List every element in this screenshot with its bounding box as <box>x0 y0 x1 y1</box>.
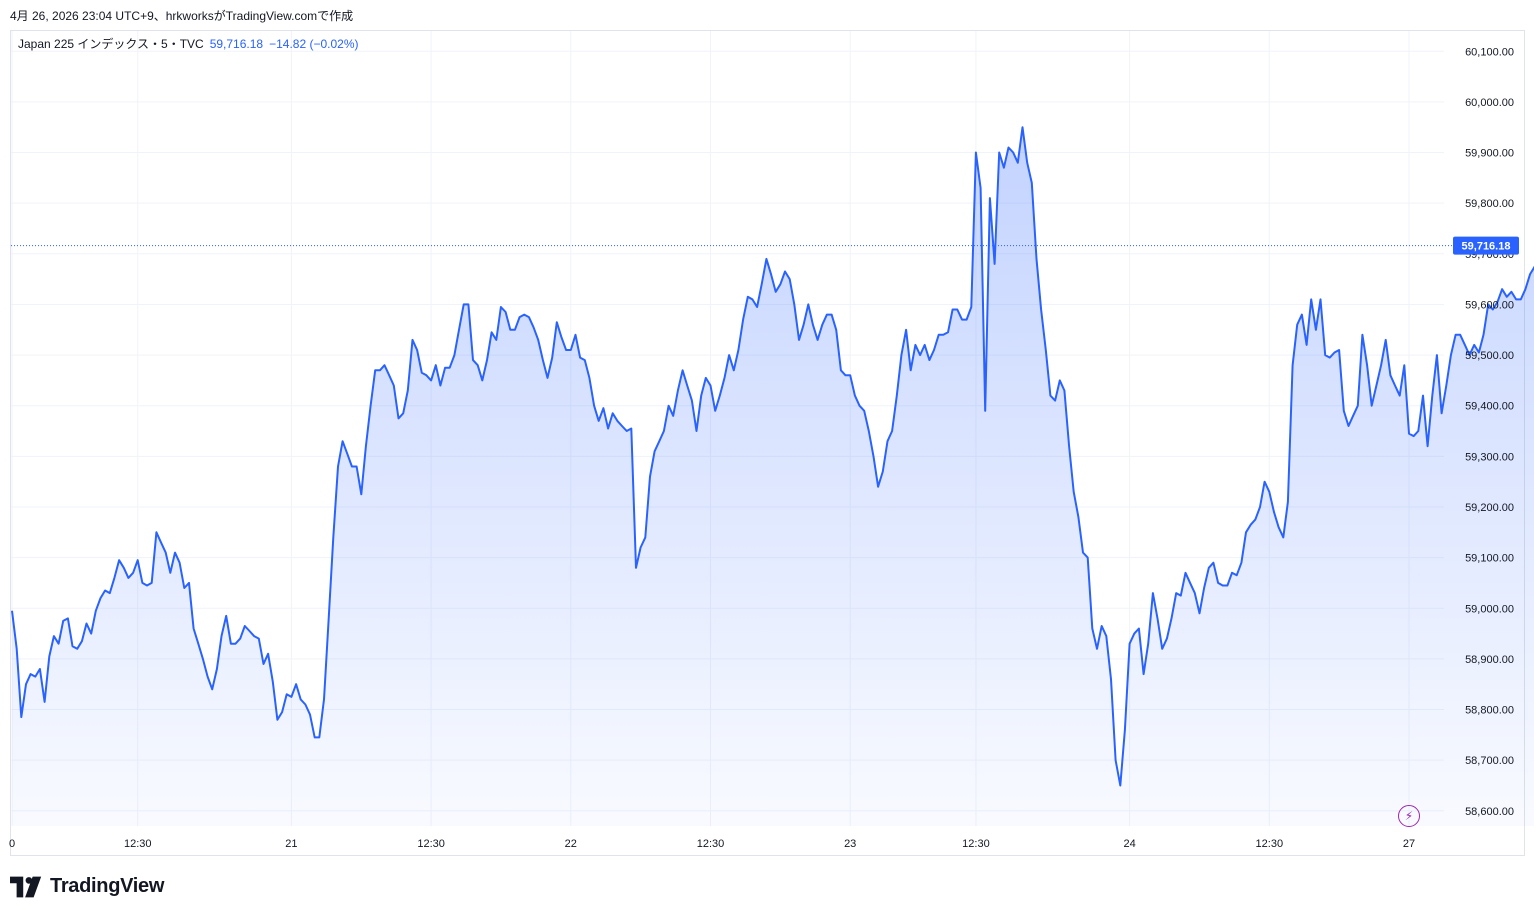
tradingview-brand[interactable]: TradingView <box>10 875 164 898</box>
flash-icon[interactable]: ⚡ <box>1398 805 1420 827</box>
x-tick-label: 22 <box>565 838 577 850</box>
x-tick-label: 0 <box>9 838 15 850</box>
y-tick-label: 59,600.00 <box>1465 299 1514 311</box>
x-tick-label: 12:30 <box>124 838 152 850</box>
price-axis: 60,100.00 60,000.00 59,900.00 59,800.00 59,7… <box>1465 46 1514 818</box>
y-tick-label: 58,800.00 <box>1465 705 1514 717</box>
y-tick-label: 60,100.00 <box>1465 46 1514 58</box>
tradingview-logo-icon <box>10 876 42 897</box>
x-tick-label: 12:30 <box>417 838 445 850</box>
y-tick-label: 59,300.00 <box>1465 451 1514 463</box>
y-tick-label: 58,700.00 <box>1465 755 1514 767</box>
last-price-label: 59,716.18 <box>1453 236 1519 255</box>
x-tick-label: 12:30 <box>697 838 725 850</box>
y-tick-label: 59,400.00 <box>1465 401 1514 413</box>
y-tick-label: 59,200.00 <box>1465 502 1514 514</box>
price-line <box>11 126 1534 787</box>
x-tick-label: 12:30 <box>962 838 990 850</box>
symbol-name[interactable]: Japan 225 インデックス・5・TVC <box>18 37 204 51</box>
y-tick-label: 59,000.00 <box>1465 603 1514 615</box>
time-axis: 0 12:30 21 12:30 22 12:30 23 12:30 24 12:30 27 <box>9 838 1415 850</box>
brand-name: TradingView <box>50 875 165 897</box>
x-tick-label: 23 <box>844 838 856 850</box>
x-tick-label: 21 <box>285 838 297 850</box>
x-tick-label: 12:30 <box>1256 838 1284 850</box>
x-tick-label: 27 <box>1403 838 1415 850</box>
y-tick-label: 58,900.00 <box>1465 654 1514 666</box>
last-price-label-box <box>1453 236 1519 255</box>
y-tick-label: 59,500.00 <box>1465 350 1514 362</box>
price-change: −14.82 (−0.02%) <box>269 37 359 51</box>
y-tick-label: 59,100.00 <box>1465 553 1514 565</box>
y-tick-label: 59,800.00 <box>1465 198 1514 210</box>
y-tick-label: 58,600.00 <box>1465 806 1514 818</box>
y-tick-label: 60,000.00 <box>1465 97 1514 109</box>
last-value: 59,716.18 <box>209 37 264 51</box>
snapshot-caption: 4月 26, 2026 23:04 UTC+9、hrkworksがTrading… <box>10 9 354 23</box>
x-tick-label: 24 <box>1123 838 1135 850</box>
price-area-fill <box>12 127 1534 826</box>
y-tick-label: 59,900.00 <box>1465 148 1514 160</box>
symbol-legend[interactable]: Japan 225 インデックス・5・TVC 59,716.18 −14.82 (−… <box>18 35 359 52</box>
last-price-label-text: 59,716.18 <box>1462 241 1511 253</box>
